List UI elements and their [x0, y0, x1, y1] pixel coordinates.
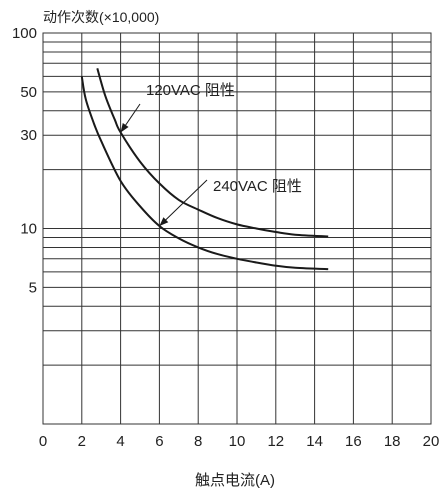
x-tick-label: 12: [267, 433, 284, 450]
x-tick-labels: 0 2 4 6 8 10 12 14 16 18 20: [39, 433, 440, 450]
series-group: [80, 68, 329, 271]
x-tick-label: 10: [229, 433, 246, 450]
x-tick-label: 0: [39, 433, 47, 450]
x-tick-label: 4: [116, 433, 124, 450]
y-tick-label: 100: [12, 25, 37, 42]
grid: [42, 32, 432, 425]
x-axis-title: 触点电流(A): [195, 472, 275, 489]
x-tick-label: 16: [345, 433, 362, 450]
annotation-arrowhead-1: [120, 123, 129, 133]
annotation-leader-2: [159, 179, 208, 227]
y-tick-label: 30: [20, 127, 37, 144]
annotation-arrowhead-2: [159, 217, 169, 226]
x-tick-label: 18: [384, 433, 401, 450]
y-tick-label: 50: [20, 84, 37, 101]
y-tick-label: 10: [20, 221, 37, 238]
x-tick-label: 8: [194, 433, 202, 450]
annotations: 120VAC 阻性 240VAC 阻性: [120, 82, 302, 227]
x-tick-label: 20: [423, 433, 440, 450]
y-tick-label: 5: [29, 279, 37, 296]
annotation-label-2: 240VAC 阻性: [213, 178, 302, 195]
annotation-label-1: 120VAC 阻性: [146, 82, 235, 99]
series-line-2: [80, 76, 329, 271]
y-axis-title: 动作次数(×10,000): [43, 9, 159, 25]
series-line-1: [96, 68, 329, 238]
x-tick-label: 6: [155, 433, 163, 450]
y-tick-labels: 100 50 30 10 5: [12, 25, 37, 296]
x-tick-label: 14: [306, 433, 323, 450]
x-tick-label: 2: [78, 433, 86, 450]
plot-frame: [42, 32, 432, 425]
